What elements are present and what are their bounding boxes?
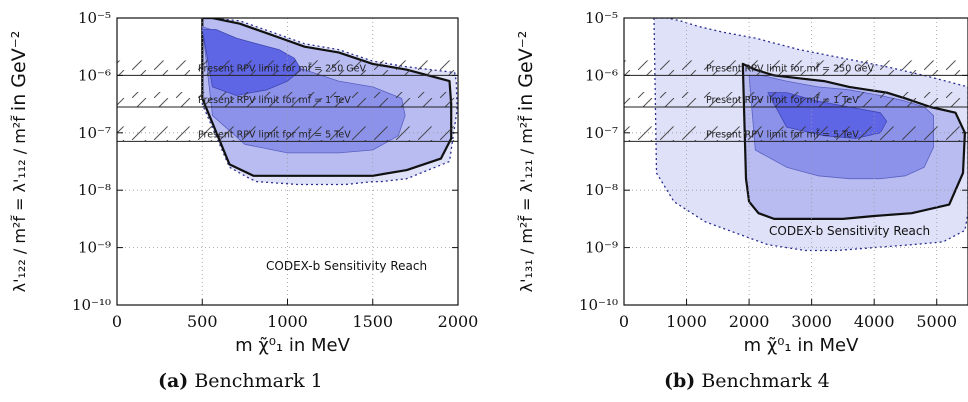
y-tick-label: 10⁻¹⁰ xyxy=(72,296,111,314)
x-tick-label: 500 xyxy=(187,312,218,331)
caption-text-b: Benchmark 4 xyxy=(701,370,830,392)
limit-hatch-band xyxy=(624,126,968,142)
sensitivity-annotation: CODEX-b Sensitivity Reach xyxy=(769,224,930,238)
x-tick-label: 1000 xyxy=(267,312,308,331)
y-tick-label: 10⁻¹⁰ xyxy=(579,296,618,314)
limit-label: Present RPV limit for mf̃ = 5 TeV xyxy=(198,129,351,141)
y-tick-label: 10⁻⁸ xyxy=(585,181,618,199)
limit-label: Present RPV limit for mf̃ = 5 TeV xyxy=(706,129,859,141)
y-axis-label-expression: λ'₁₃₁ / m²f̃ = λ'₁₂₁ / m²f̃ xyxy=(517,111,536,292)
limit-hatch-band xyxy=(117,91,458,107)
y-tick-label: 10⁻⁷ xyxy=(585,124,618,142)
x-tick-label: 0 xyxy=(112,312,122,331)
limit-label: Present RPV limit for mf̃ = 250 GeV xyxy=(706,63,874,75)
x-tick-label: 2000 xyxy=(438,312,479,331)
y-axis-label-unit: in GeV⁻² xyxy=(8,31,30,111)
x-tick-label: 4000 xyxy=(854,312,895,331)
x-tick-label: 0 xyxy=(619,312,629,331)
x-tick-label: 2000 xyxy=(729,312,770,331)
x-axis-label: m χ̃⁰₁ in MeV xyxy=(235,335,351,356)
figure-panel-b: Present RPV limit for mf̃ = 250 GeV Prese… xyxy=(484,0,968,402)
figure-panel-a: Present RPV limit for mf̃ = 250 GeV Prese… xyxy=(8,9,479,392)
y-tick-label: 10⁻⁵ xyxy=(585,9,618,27)
x-tick-label: 3000 xyxy=(791,312,832,331)
caption-tag-a: (a) xyxy=(158,370,189,392)
x-tick-label: 1500 xyxy=(352,312,393,331)
y-axis-label: λ'₁₃₁ / m²f̃ = λ'₁₂₁ / m²f̃ in GeV⁻² xyxy=(515,31,537,293)
limit-label: Present RPV limit for mf̃ = 250 GeV xyxy=(198,63,366,75)
sensitivity-annotation: CODEX-b Sensitivity Reach xyxy=(266,259,427,273)
y-tick-label: 10⁻⁹ xyxy=(585,239,618,257)
x-axis-label: m χ̃⁰₁ in MeV xyxy=(744,335,860,356)
y-tick-label: 10⁻⁵ xyxy=(78,9,111,27)
limit-label: Present RPV limit for mf̃ = 1 TeV xyxy=(198,94,351,106)
limit-hatch-band xyxy=(624,91,968,107)
y-tick-label: 10⁻⁷ xyxy=(78,124,111,142)
y-axis-label: λ'₁₂₂ / m²f̃ = λ'₁₁₂ / m²f̃ in GeV⁻² xyxy=(8,31,30,293)
y-axis-label-unit: in GeV⁻² xyxy=(515,31,537,111)
limit-hatch-band xyxy=(117,60,458,76)
chart-a: Present RPV limit for mf̃ = 250 GeV Prese… xyxy=(8,9,479,356)
y-tick-label: 10⁻⁸ xyxy=(78,181,111,199)
y-tick-label: 10⁻⁹ xyxy=(78,239,111,257)
y-axis-label-expression: λ'₁₂₂ / m²f̃ = λ'₁₁₂ / m²f̃ xyxy=(10,111,29,292)
caption-a: (a) Benchmark 1 xyxy=(158,370,323,392)
y-tick-label: 10⁻⁶ xyxy=(585,66,618,84)
limit-hatch-band xyxy=(117,126,458,142)
limit-label: Present RPV limit for mf̃ = 1 TeV xyxy=(706,94,859,106)
plot-area: Present RPV limit for mf̃ = 250 GeV Prese… xyxy=(117,18,458,305)
limit-hatch-band xyxy=(624,60,968,76)
caption-tag-b: (b) xyxy=(664,370,696,392)
plot-area: Present RPV limit for mf̃ = 250 GeV Prese… xyxy=(624,18,968,305)
x-tick-label: 5000 xyxy=(916,312,957,331)
caption-b: (b) Benchmark 4 xyxy=(664,370,830,392)
caption-text-a: Benchmark 1 xyxy=(194,370,323,392)
axes-frame xyxy=(623,17,968,306)
x-tick-label: 1000 xyxy=(666,312,707,331)
y-tick-label: 10⁻⁶ xyxy=(78,66,111,84)
chart-b: Present RPV limit for mf̃ = 250 GeV Prese… xyxy=(515,9,968,356)
